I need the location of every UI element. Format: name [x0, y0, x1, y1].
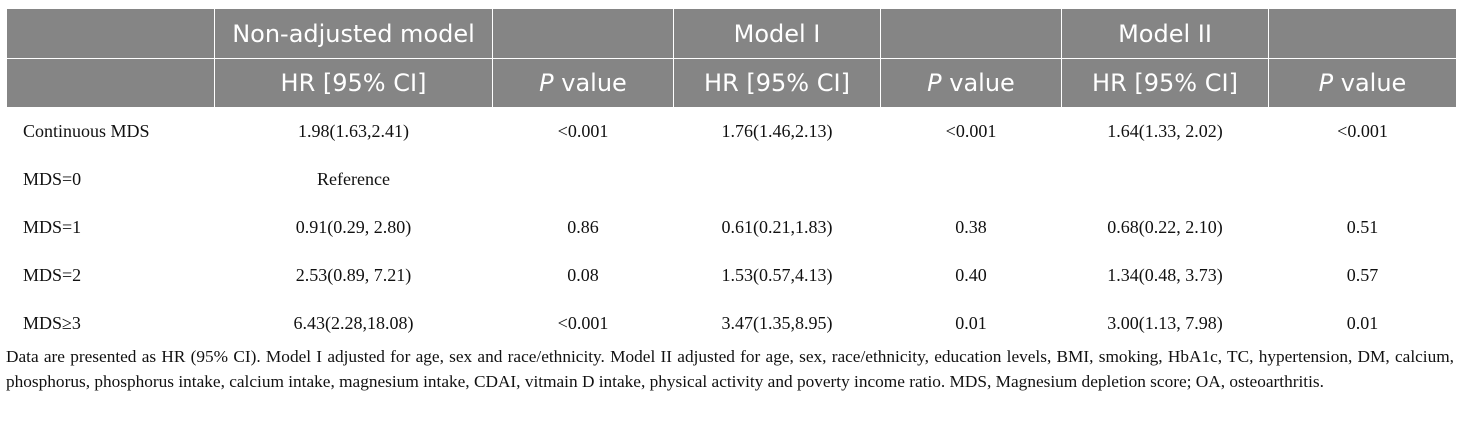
table-cell: 0.86	[492, 203, 674, 252]
table-row: MDS=1 0.91(0.29, 2.80) 0.86 0.61(0.21,1.…	[6, 203, 1457, 252]
table-cell: <0.001	[492, 107, 674, 156]
table-cell: 3.47(1.35,8.95)	[673, 299, 881, 348]
table-cell	[880, 155, 1062, 204]
table-cell: Reference	[214, 155, 493, 204]
table-footnote: Data are presented as HR (95% CI). Model…	[6, 347, 1454, 391]
group-header-spacer	[1268, 8, 1457, 59]
table-cell	[492, 155, 674, 204]
table-cell: 0.38	[880, 203, 1062, 252]
p-italic: P	[927, 69, 942, 97]
group-header-spacer	[492, 8, 674, 59]
results-table: Non-adjusted model Model I Model II HR […	[6, 8, 1457, 348]
table-row: MDS≥3 6.43(2.28,18.08) <0.001 3.47(1.35,…	[6, 299, 1457, 348]
table-cell	[1268, 155, 1457, 204]
group-header-non-adjusted: Non-adjusted model	[214, 8, 493, 59]
group-header-model-2: Model II	[1061, 8, 1269, 59]
table-row: MDS=0 Reference	[6, 155, 1457, 204]
hr-column-header: HR [95% CI]	[214, 58, 493, 108]
row-label: MDS=2	[6, 251, 215, 300]
p-value-column-header: P value	[1268, 58, 1457, 108]
row-label: Continuous MDS	[6, 107, 215, 156]
hr-column-header: HR [95% CI]	[1061, 58, 1269, 108]
p-value-column-header: P value	[492, 58, 674, 108]
group-header-model-1: Model I	[673, 8, 881, 59]
table-cell: 6.43(2.28,18.08)	[214, 299, 493, 348]
table-cell: 2.53(0.89, 7.21)	[214, 251, 493, 300]
p-value-column-header: P value	[880, 58, 1062, 108]
hr-column-header: HR [95% CI]	[673, 58, 881, 108]
table-cell: 0.40	[880, 251, 1062, 300]
table-cell: 1.34(0.48, 3.73)	[1061, 251, 1269, 300]
p-rest: value	[553, 69, 627, 97]
table-cell	[673, 155, 881, 204]
table-cell: 1.76(1.46,2.13)	[673, 107, 881, 156]
header-row-groups: Non-adjusted model Model I Model II	[6, 8, 1457, 59]
row-label: MDS=1	[6, 203, 215, 252]
p-rest: value	[941, 69, 1015, 97]
table-row: Continuous MDS 1.98(1.63,2.41) <0.001 1.…	[6, 107, 1457, 156]
table-cell: 0.08	[492, 251, 674, 300]
table-cell: 0.68(0.22, 2.10)	[1061, 203, 1269, 252]
table-cell: 3.00(1.13, 7.98)	[1061, 299, 1269, 348]
table-cell: 0.51	[1268, 203, 1457, 252]
table-cell: 1.64(1.33, 2.02)	[1061, 107, 1269, 156]
table-cell: 1.98(1.63,2.41)	[214, 107, 493, 156]
header-row-columns: HR [95% CI] P value HR [95% CI] P value …	[6, 58, 1457, 108]
table-cell: 0.61(0.21,1.83)	[673, 203, 881, 252]
table-cell: 1.53(0.57,4.13)	[673, 251, 881, 300]
table-cell: 0.01	[1268, 299, 1457, 348]
table-cell: <0.001	[880, 107, 1062, 156]
table-cell: <0.001	[492, 299, 674, 348]
row-label: MDS=0	[6, 155, 215, 204]
p-italic: P	[539, 69, 554, 97]
corner-cell	[6, 8, 215, 59]
row-label: MDS≥3	[6, 299, 215, 348]
table-cell	[1061, 155, 1269, 204]
corner-cell	[6, 58, 215, 108]
group-header-spacer	[880, 8, 1062, 59]
table-cell: 0.91(0.29, 2.80)	[214, 203, 493, 252]
table-cell: 0.57	[1268, 251, 1457, 300]
p-italic: P	[1318, 69, 1334, 97]
p-rest: value	[1333, 69, 1407, 97]
table-row: MDS=2 2.53(0.89, 7.21) 0.08 1.53(0.57,4.…	[6, 251, 1457, 300]
table-cell: <0.001	[1268, 107, 1457, 156]
table-cell: 0.01	[880, 299, 1062, 348]
